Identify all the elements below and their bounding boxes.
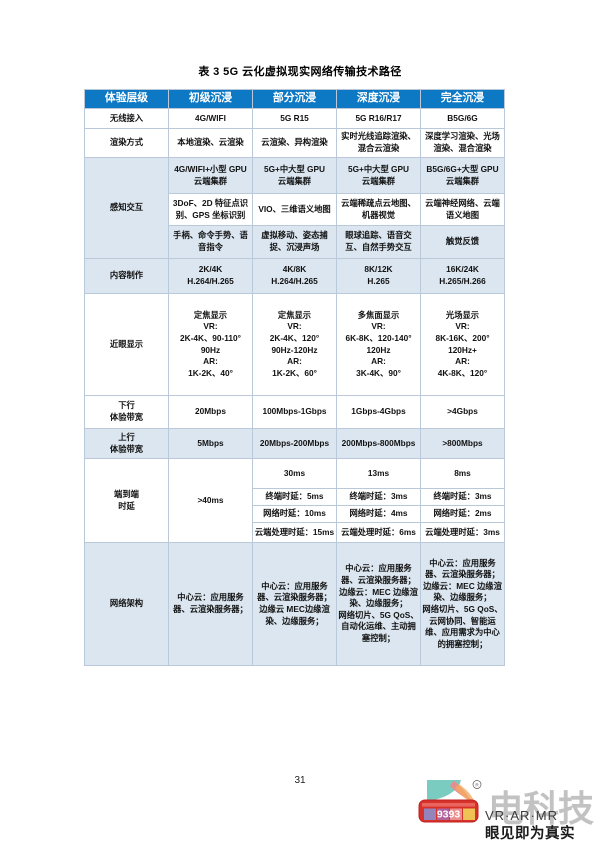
svg-text:9393: 9393	[437, 809, 461, 821]
svg-text:R: R	[475, 783, 479, 788]
